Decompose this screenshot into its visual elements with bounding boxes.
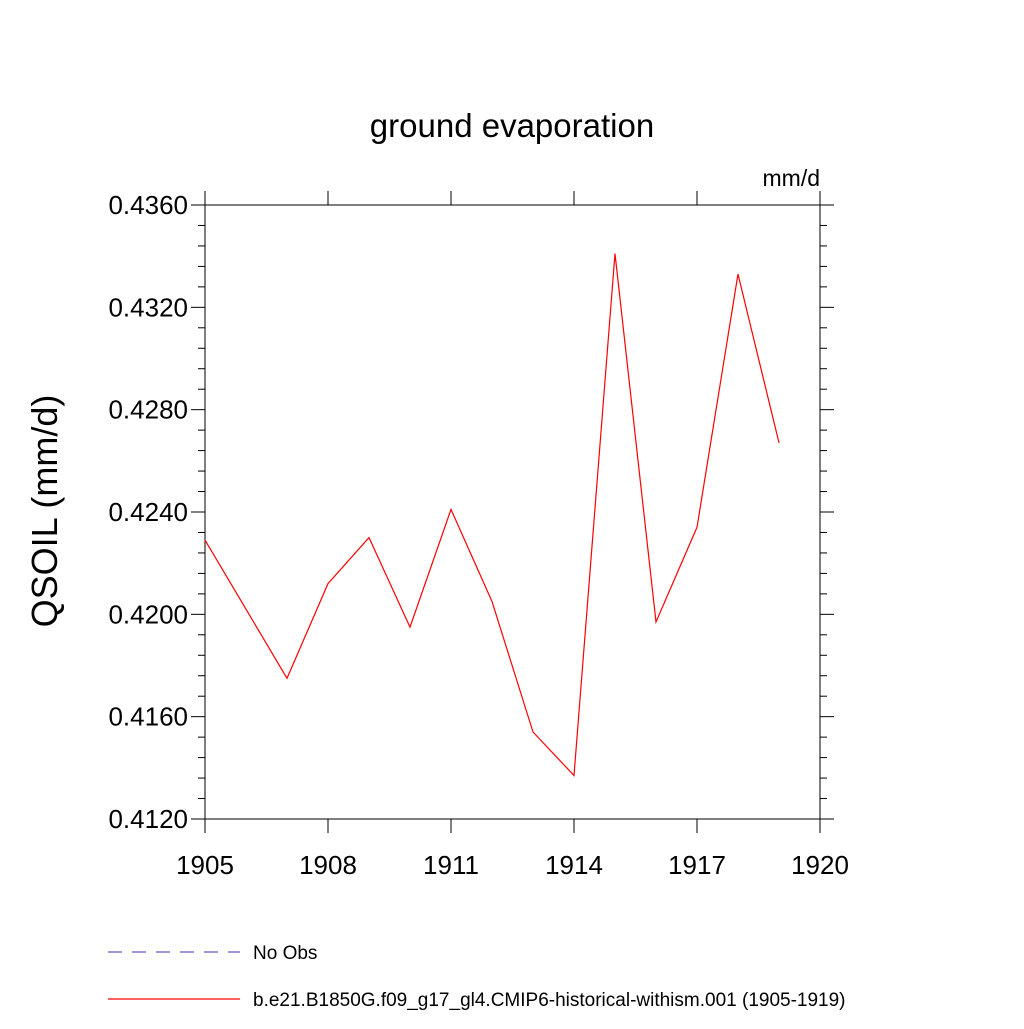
units-label: mm/d [763, 165, 821, 191]
series-line [204, 253, 780, 777]
y-tick-label: 0.4360 [108, 190, 188, 220]
x-tick-label: 1914 [545, 850, 603, 880]
legend-label: b.e21.B1850G.f09_g17_gl4.CMIP6-historica… [253, 990, 846, 1011]
y-axis: 0.4120 0.4160 0.4200 0.4240 0.4280 0.4320 0.43… [108, 190, 834, 834]
y-tick-label: 0.4200 [108, 599, 188, 629]
y-axis-label: QSOIL (mm/d) [24, 395, 65, 628]
x-tick-label: 1917 [668, 850, 726, 880]
x-tick-label: 1905 [176, 850, 234, 880]
x-tick-label: 1908 [299, 850, 357, 880]
y-tick-label: 0.4160 [108, 702, 188, 732]
legend-label: No Obs [253, 943, 317, 964]
series-layer [204, 253, 780, 777]
y-tick-label: 0.4280 [108, 395, 188, 425]
y-tick-label: 0.4120 [108, 804, 188, 834]
x-axis: 1905 1908 1911 1914 1917 1920 [176, 191, 849, 880]
legend: No Obs b.e21.B1850G.f09_g17_gl4.CMIP6-his… [108, 943, 846, 1011]
plot-frame [204, 204, 821, 820]
x-tick-label: 1920 [791, 850, 849, 880]
y-tick-label: 0.4320 [108, 292, 188, 322]
chart-title: ground evaporation [370, 107, 654, 144]
y-tick-label: 0.4240 [108, 497, 188, 527]
x-tick-label: 1911 [423, 850, 479, 880]
